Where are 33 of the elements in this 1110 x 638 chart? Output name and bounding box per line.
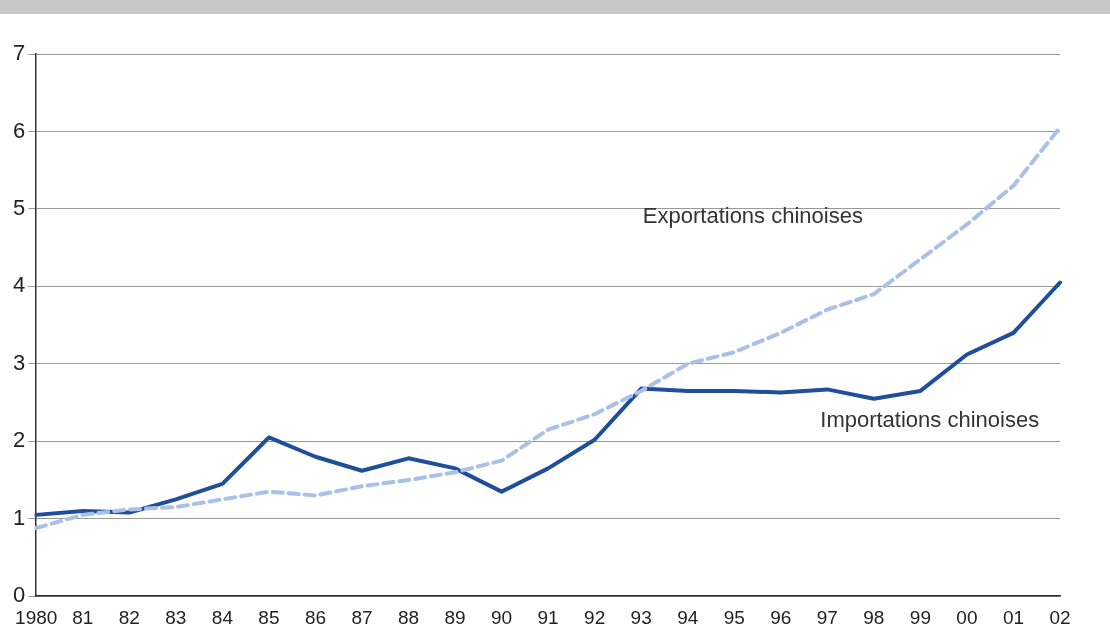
y-tick-label: 6 — [12, 117, 26, 143]
x-tick-label: 83 — [165, 606, 187, 628]
text: Exportations chinoises — [642, 202, 863, 228]
series-label: Importations chinoises — [820, 407, 1040, 433]
x-tick-label: 93 — [630, 606, 652, 628]
x-tick-label: 82 — [118, 606, 140, 628]
y-tick-label: 0 — [12, 582, 26, 608]
y-tick-label: 2 — [12, 427, 26, 453]
x-tick-label: 84 — [211, 606, 234, 628]
y-tick-label: 1 — [12, 504, 26, 530]
y-tick-label: 4 — [12, 272, 26, 298]
x-tick-label: 98 — [863, 606, 885, 628]
x-tick-label: 94 — [677, 606, 699, 628]
x-tick-label: 85 — [258, 606, 280, 628]
x-tick-label: 91 — [537, 606, 559, 628]
x-tick-label: 92 — [584, 606, 606, 628]
y-tick-label: 5 — [12, 194, 26, 220]
x-tick-label: 90 — [491, 606, 513, 628]
x-tick-label: 89 — [444, 606, 466, 628]
x-tick-label: 96 — [770, 606, 792, 628]
x-tick-label: 87 — [351, 606, 373, 628]
x-tick-label: 02 — [1049, 606, 1071, 628]
x-tick-label: 97 — [816, 606, 838, 628]
x-tick-label: 01 — [1002, 606, 1025, 628]
x-tick-label: 81 — [72, 606, 94, 628]
x-tick-label: 99 — [909, 606, 931, 628]
x-tick-label: 1980 — [15, 606, 58, 628]
x-tick-label: 95 — [723, 606, 745, 628]
y-tick-label: 3 — [12, 349, 26, 375]
x-tick-label: 88 — [397, 606, 420, 628]
x-tick-label: 00 — [956, 606, 978, 628]
y-tick-label: 7 — [12, 40, 26, 66]
x-tick-label: 86 — [304, 606, 327, 628]
